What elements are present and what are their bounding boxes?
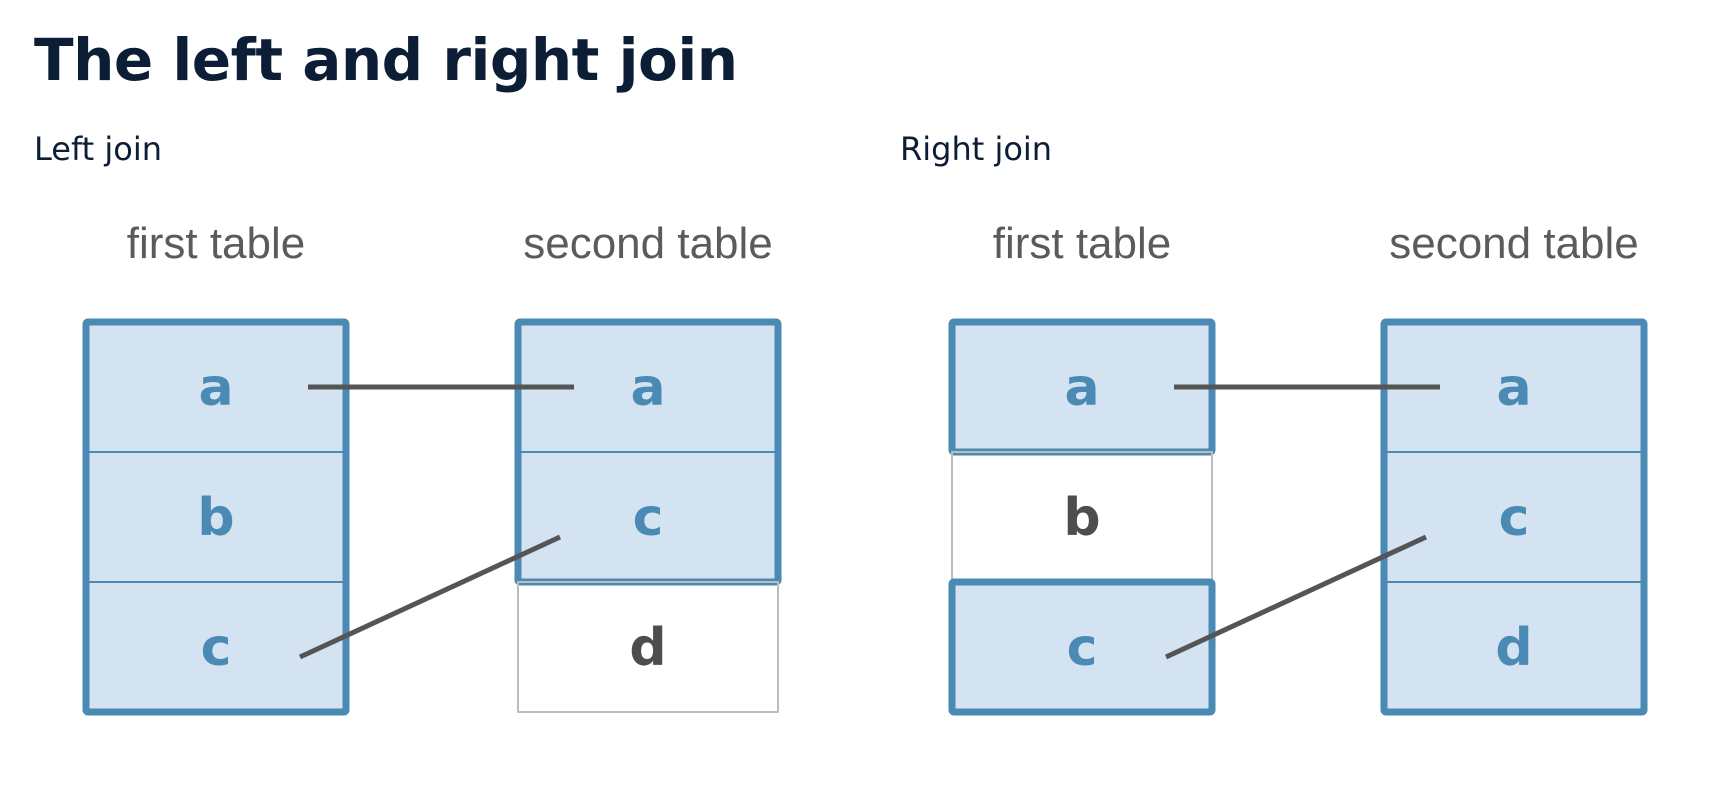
table-second-0: second table a c d xyxy=(514,219,782,713)
table-cell xyxy=(1384,582,1644,712)
cell-value: b xyxy=(1063,488,1100,548)
table-cell xyxy=(952,322,1212,452)
table-heading: second table xyxy=(1389,219,1639,268)
cell-value: c xyxy=(633,488,664,548)
table-first-1: first table a b c xyxy=(948,219,1216,716)
join-connector xyxy=(1164,534,1428,660)
table-heading: first table xyxy=(993,219,1172,268)
cell-value: a xyxy=(630,358,665,418)
left-join-label: Left join xyxy=(34,130,163,168)
right-join-label: Right join xyxy=(900,130,1053,168)
cell-value: c xyxy=(201,618,232,678)
cell-value: d xyxy=(629,618,666,678)
cell-value: b xyxy=(197,488,234,548)
matched-outline xyxy=(1380,318,1648,716)
matched-outline xyxy=(948,578,1216,716)
table-cell xyxy=(952,582,1212,712)
cell-value: c xyxy=(1067,618,1098,678)
cell-value: a xyxy=(1064,358,1099,418)
page-title: The left and right join xyxy=(34,26,738,94)
table-cell xyxy=(86,322,346,452)
table-cell xyxy=(518,582,778,712)
table-cell xyxy=(518,452,778,582)
table-cell xyxy=(86,582,346,712)
matched-outline xyxy=(82,318,350,716)
table-heading: first table xyxy=(127,219,306,268)
join-connector xyxy=(298,534,562,660)
cell-value: d xyxy=(1495,618,1532,678)
table-first-0: first table a b c xyxy=(82,219,350,716)
cell-value: a xyxy=(198,358,233,418)
table-heading: second table xyxy=(523,219,773,268)
cell-value: a xyxy=(1496,358,1531,418)
unmatched-outline xyxy=(517,581,779,713)
cell-value: c xyxy=(1499,488,1530,548)
table-cell xyxy=(952,452,1212,582)
table-cell xyxy=(1384,452,1644,582)
table-second-1: second table a c d xyxy=(1380,219,1648,716)
table-cell xyxy=(86,452,346,582)
